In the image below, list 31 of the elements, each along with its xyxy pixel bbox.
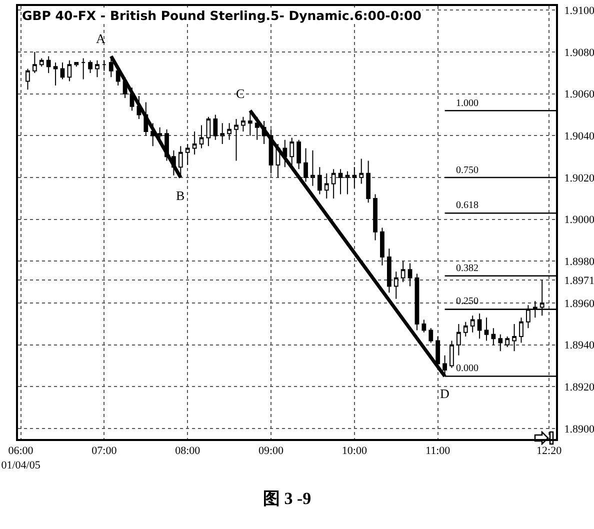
series-label: 0.000 <box>456 363 478 374</box>
y-tick-label: 1.8920 <box>564 382 594 394</box>
y-tick-label: 1.9080 <box>564 46 594 59</box>
x-tick-label: 11:00 <box>426 445 451 458</box>
caption: 图 3 -9 <box>263 489 312 508</box>
y-tick-label: 1.8900 <box>564 423 594 436</box>
annotation: A <box>96 31 106 46</box>
annotation: B <box>176 188 185 203</box>
y-tick-label: 1.8940 <box>564 340 594 352</box>
x-tick-label: 06:00 01/04/05 <box>1 445 41 472</box>
series-label: 0.750 <box>456 165 478 176</box>
y-tick-label: 1.9020 <box>564 172 594 184</box>
series-label: 0.250 <box>456 296 478 307</box>
chart-title: GBP 40-FX - British Pound Sterling.5- Dynamic.6:00-0:00 <box>22 8 422 23</box>
series-label: 1.000 <box>456 98 478 109</box>
series-label: 0.618 <box>456 200 478 211</box>
y-tick-label: 1.8960 <box>564 298 594 310</box>
annotation: D <box>440 386 450 401</box>
y-tick-label: 1.8971 <box>564 274 594 287</box>
y-tick-label: 1.8980 <box>564 256 594 268</box>
annotation: C <box>236 86 245 101</box>
series-label: 0.382 <box>456 263 478 274</box>
y-tick-label: 1.9000 <box>564 214 594 226</box>
x-tick-label: 07:00 <box>92 445 118 458</box>
x-tick-label: 08:00 <box>175 445 201 458</box>
x-tick-label: 12:20 <box>536 445 562 458</box>
x-tick-label: 10:00 <box>342 445 368 458</box>
y-tick-label: 1.9100 <box>564 5 594 18</box>
y-tick-label: 1.9040 <box>564 130 594 143</box>
y-tick-label: 1.9060 <box>564 88 594 101</box>
x-tick-label: 09:00 <box>258 445 284 458</box>
